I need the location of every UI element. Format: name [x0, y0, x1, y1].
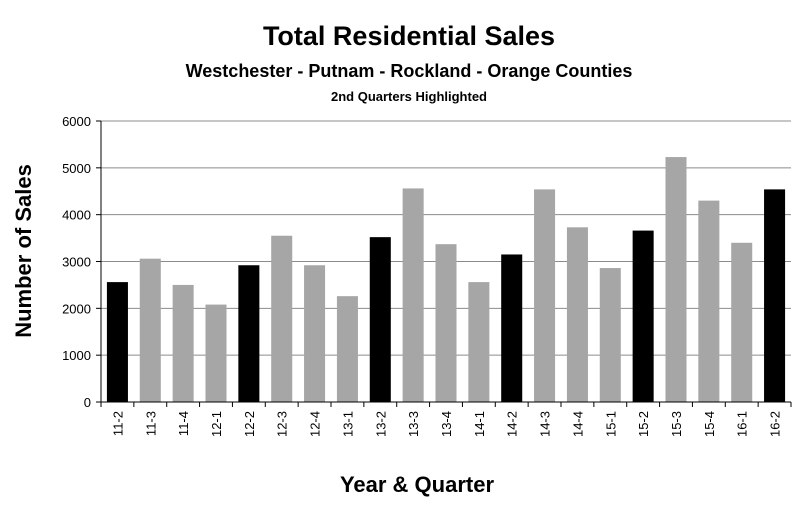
bar-11-4 — [172, 284, 194, 402]
bar-15-4 — [698, 200, 720, 402]
bar-15-3 — [665, 157, 687, 402]
bar-12-1 — [205, 304, 227, 402]
y-tick-label: 6000 — [62, 114, 91, 129]
x-tick-label: 16-2 — [768, 411, 783, 437]
x-tick-label: 12-2 — [242, 411, 257, 437]
bar-15-1 — [599, 268, 621, 402]
x-tick-label: 14-2 — [505, 411, 520, 437]
bar-11-2 — [106, 282, 128, 402]
x-tick-labels: 11-2 11-3 11-4 12-1 12-2 12-3 12-4 13-1 13-2 13-3… — [110, 411, 782, 437]
bar-16-2 — [764, 189, 786, 402]
x-tick-label: 14-1 — [472, 411, 487, 437]
bar-13-4 — [435, 244, 457, 402]
bars — [106, 157, 786, 402]
x-tick-label: 16-1 — [735, 411, 750, 437]
x-tick-label: 11-4 — [176, 411, 191, 436]
x-tick-label: 15-2 — [636, 411, 651, 437]
bar-13-1 — [336, 296, 358, 402]
y-tick-label: 5000 — [62, 161, 91, 176]
y-tick-label: 0 — [84, 395, 91, 410]
y-tick-label: 2000 — [62, 301, 91, 316]
bar-16-1 — [731, 242, 753, 402]
x-tick-label: 12-3 — [275, 411, 290, 437]
x-tick-label: 12-1 — [209, 411, 224, 437]
bar-13-3 — [402, 188, 424, 402]
y-tick-label: 3000 — [62, 255, 91, 270]
x-tick-label: 14-4 — [570, 411, 585, 437]
x-tick-label: 13-1 — [340, 411, 355, 437]
bar-11-3 — [139, 258, 161, 402]
x-tick-label: 15-1 — [603, 411, 618, 437]
bar-12-3 — [271, 235, 293, 402]
x-tick-label: 11-3 — [143, 411, 158, 436]
x-axis-label: Year & Quarter — [340, 472, 495, 497]
bar-14-2 — [501, 254, 523, 402]
axes — [96, 120, 792, 407]
chart-subtitle-note: 2nd Quarters Highlighted — [331, 89, 487, 104]
x-tick-label: 12-4 — [308, 411, 323, 437]
x-tick-label: 15-4 — [702, 411, 717, 437]
bar-12-4 — [304, 265, 326, 402]
bar-15-2 — [632, 230, 654, 402]
y-tick-label: 4000 — [62, 208, 91, 223]
bar-14-1 — [468, 282, 490, 402]
x-tick-label: 13-4 — [439, 411, 454, 437]
x-tick-label: 13-3 — [406, 411, 421, 437]
x-tick-label: 11-2 — [110, 411, 125, 436]
bar-12-2 — [238, 265, 260, 402]
chart-title: Total Residential Sales — [263, 21, 555, 51]
bar-14-3 — [534, 189, 556, 402]
y-axis-label: Number of Sales — [11, 164, 36, 338]
x-tick-label: 13-2 — [373, 411, 388, 437]
x-tick-label: 15-3 — [669, 411, 684, 437]
y-tick-labels: 0 1000 2000 3000 4000 5000 6000 — [62, 114, 91, 410]
x-tick-label: 14-3 — [538, 411, 553, 437]
bar-14-4 — [566, 227, 588, 402]
bar-13-2 — [369, 237, 391, 402]
y-tick-label: 1000 — [62, 348, 91, 363]
chart-subtitle: Westchester - Putnam - Rockland - Orange… — [186, 61, 633, 81]
